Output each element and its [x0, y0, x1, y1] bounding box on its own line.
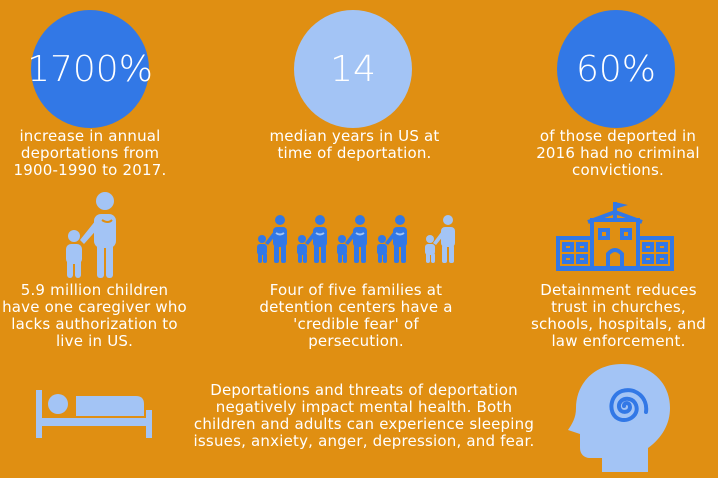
fact-trust: Detainment reduces trust in churches, sc… — [530, 281, 707, 350]
mental-health-text: Deportations and threats of deportation … — [193, 381, 535, 450]
stat-caption: of those deported in 2016 had no crimina… — [536, 127, 700, 179]
stat-caption: increase in annual deportations from 190… — [13, 127, 167, 179]
stat-value: 1700% — [27, 48, 153, 90]
head-spiral-icon — [568, 364, 670, 472]
fact-credible-fear: Four of five families at detention cente… — [259, 281, 453, 350]
stat-value: 14 — [330, 48, 376, 90]
stat-value: 60% — [575, 48, 656, 90]
stat-caption: median years in US at time of deportatio… — [269, 127, 440, 162]
stat-circle-no-convictions: 60% — [557, 10, 675, 128]
parent-child-icon — [66, 192, 116, 278]
fact-caregiver: 5.9 million children have one caregiver … — [2, 281, 187, 350]
families-icon — [256, 214, 455, 264]
stat-circle-median-years: 14 — [294, 10, 412, 128]
building-icon — [556, 202, 674, 271]
stat-circle-deportation-increase: 1700% — [27, 10, 153, 128]
bed-icon — [36, 390, 152, 438]
